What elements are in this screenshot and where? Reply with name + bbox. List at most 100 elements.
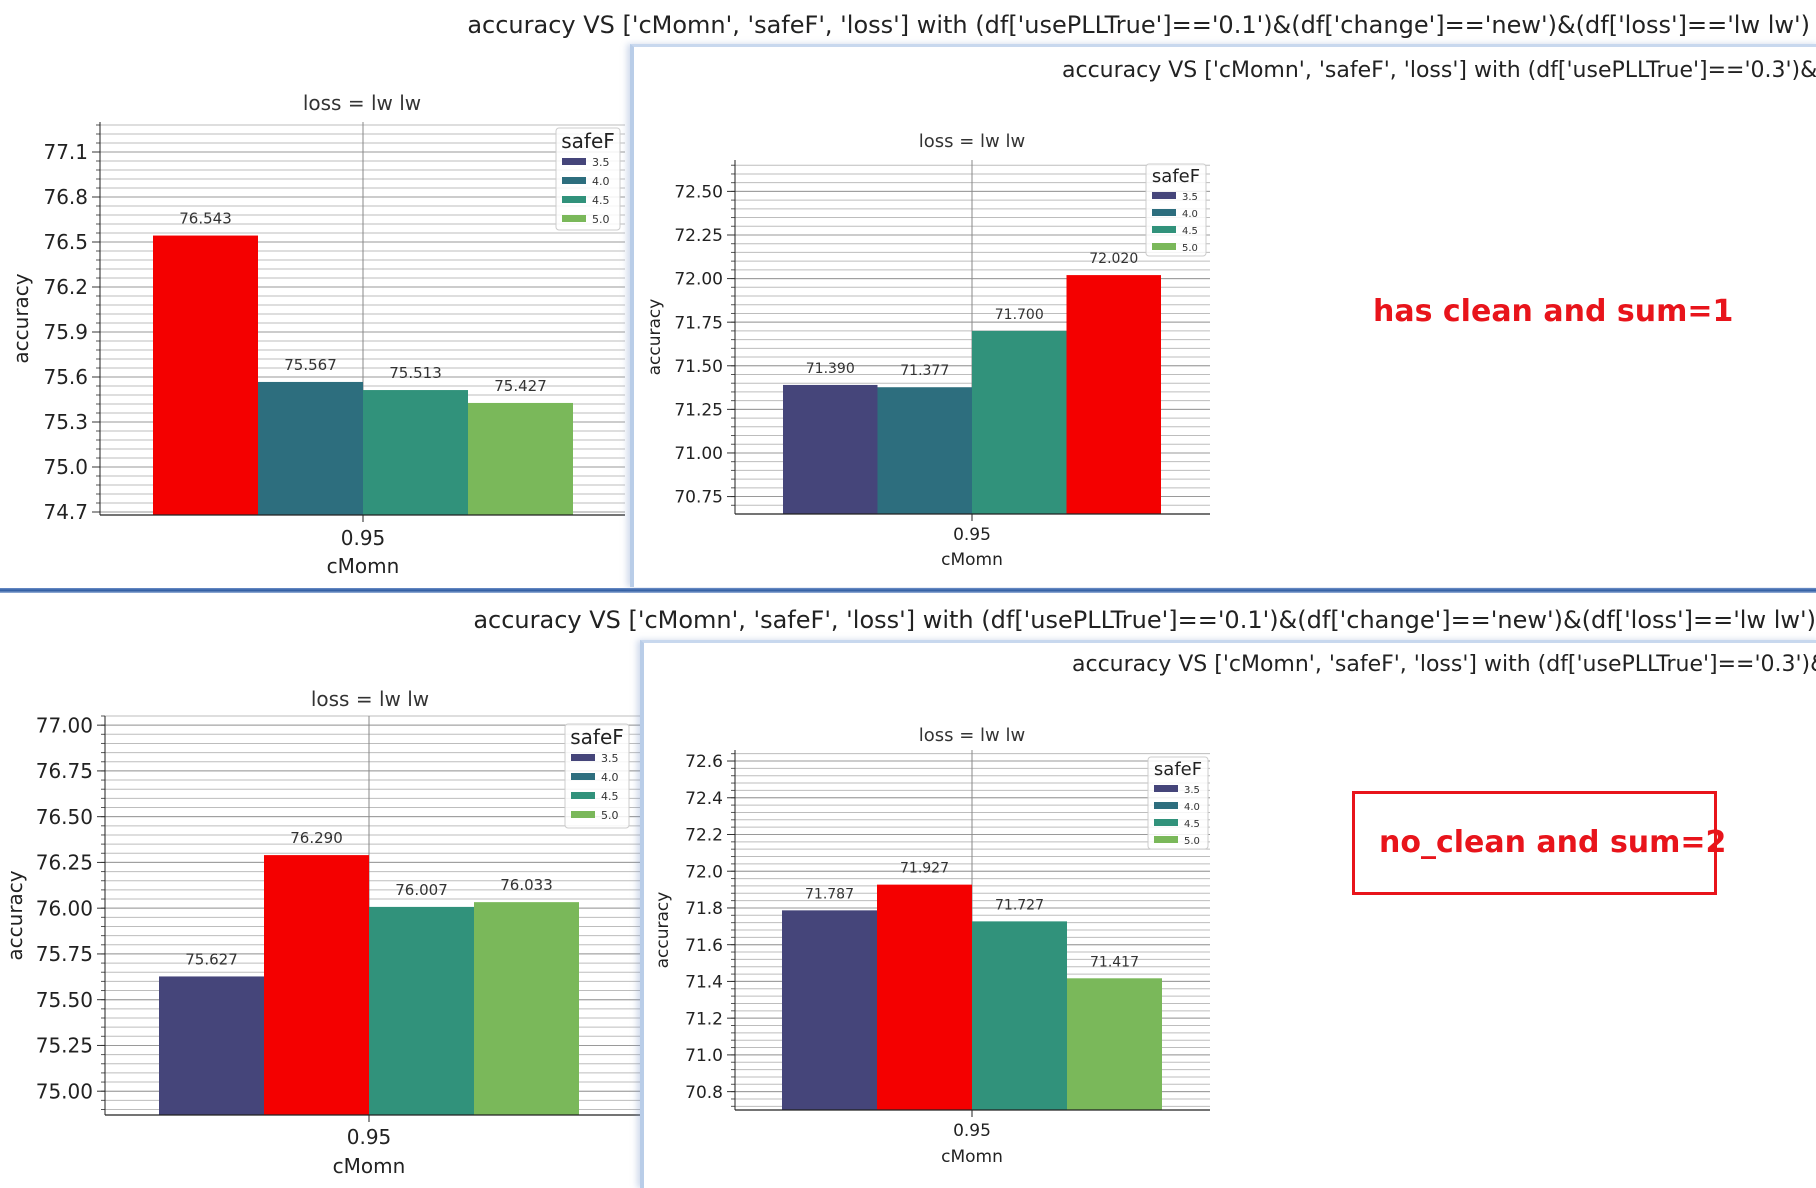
bar-value-label: 71.377 bbox=[900, 363, 949, 379]
bar-safeF-5.0 bbox=[474, 902, 579, 1115]
x-tick-label: 0.95 bbox=[341, 526, 386, 550]
legend-swatch-4.0 bbox=[562, 177, 586, 184]
y-tick-label: 75.25 bbox=[36, 1034, 93, 1058]
y-tick-label: 72.6 bbox=[685, 752, 723, 772]
bar-safeF-3.5 bbox=[153, 235, 258, 516]
y-tick-label: 70.75 bbox=[674, 488, 723, 508]
legend-swatch-4.0 bbox=[571, 773, 595, 780]
y-tick-label: 70.8 bbox=[685, 1083, 723, 1103]
bar-value-label: 76.543 bbox=[179, 210, 232, 228]
y-tick-label: 75.6 bbox=[43, 365, 88, 389]
chart-top-left: accuracy VS ['cMomn', 'safeF', 'loss'] w… bbox=[9, 11, 1810, 578]
x-tick-label: 0.95 bbox=[347, 1125, 392, 1149]
chart-top-right: accuracy VS ['cMomn', 'safeF', 'loss'] w… bbox=[632, 46, 1816, 584]
bar-value-label: 71.700 bbox=[995, 307, 1044, 323]
legend-entry-label: 4.0 bbox=[601, 771, 619, 784]
bar-safeF-4.5 bbox=[972, 330, 1067, 514]
legend-swatch-4.0 bbox=[1152, 209, 1176, 216]
legend-entry-label: 4.0 bbox=[592, 175, 610, 188]
y-tick-label: 71.4 bbox=[685, 973, 723, 993]
annotation-no-clean: no_clean and sum=2 bbox=[1379, 825, 1727, 860]
bar-value-label: 75.513 bbox=[389, 364, 442, 382]
legend-entry-label: 3.5 bbox=[601, 752, 619, 765]
y-tick-label: 71.50 bbox=[674, 357, 723, 377]
y-axis-label: accuracy bbox=[653, 892, 673, 969]
y-tick-label: 75.0 bbox=[43, 455, 88, 479]
legend-entry-label: 4.5 bbox=[592, 194, 610, 207]
y-tick-label: 71.25 bbox=[674, 400, 723, 420]
y-tick-label: 76.25 bbox=[36, 851, 93, 875]
y-tick-label: 77.00 bbox=[36, 713, 93, 737]
bar-safeF-5.0 bbox=[1067, 978, 1162, 1110]
bar-value-label: 71.787 bbox=[805, 886, 854, 902]
bar-value-label: 71.727 bbox=[995, 897, 1044, 913]
legend-swatch-5.0 bbox=[562, 215, 586, 222]
x-axis-label: cMomn bbox=[941, 550, 1003, 570]
legend-entry-label: 5.0 bbox=[601, 809, 619, 822]
y-tick-label: 71.00 bbox=[674, 444, 723, 464]
chart-title: accuracy VS ['cMomn', 'safeF', 'loss'] w… bbox=[467, 11, 1810, 39]
y-tick-label: 76.5 bbox=[43, 230, 88, 254]
y-tick-label: 72.4 bbox=[685, 789, 723, 809]
x-axis-label: cMomn bbox=[941, 1147, 1003, 1167]
bar-value-label: 71.417 bbox=[1090, 954, 1139, 970]
y-tick-label: 77.1 bbox=[43, 140, 88, 164]
legend-swatch-4.5 bbox=[1154, 819, 1178, 826]
bar-value-label: 72.020 bbox=[1089, 251, 1138, 267]
legend-swatch-4.5 bbox=[571, 792, 595, 799]
y-tick-label: 72.2 bbox=[685, 826, 723, 846]
y-tick-label: 76.50 bbox=[36, 805, 93, 829]
legend-swatch-4.5 bbox=[1152, 226, 1176, 233]
legend-entry-label: 5.0 bbox=[592, 213, 610, 226]
legend-title: safeF bbox=[1152, 166, 1200, 187]
bar-value-label: 76.007 bbox=[395, 881, 448, 899]
legend-entry-label: 4.5 bbox=[1184, 819, 1200, 830]
y-tick-label: 71.75 bbox=[674, 313, 723, 333]
legend-entry-label: 4.0 bbox=[1182, 209, 1198, 220]
y-tick-label: 76.8 bbox=[43, 185, 88, 209]
chart-subtitle: loss = lw lw bbox=[303, 91, 421, 115]
bar-value-label: 71.927 bbox=[900, 861, 949, 877]
y-tick-label: 74.7 bbox=[43, 500, 88, 524]
bar-value-label: 75.627 bbox=[185, 950, 238, 968]
annotation-box bbox=[1352, 791, 1717, 895]
bar-safeF-4.5 bbox=[972, 921, 1067, 1110]
bar-safeF-3.5 bbox=[783, 384, 878, 514]
bar-safeF-5.0 bbox=[1066, 275, 1161, 514]
y-tick-label: 75.75 bbox=[36, 942, 93, 966]
y-axis-label: accuracy bbox=[3, 870, 27, 960]
overlay-window-edge-top bbox=[630, 44, 1816, 587]
legend-swatch-3.5 bbox=[562, 158, 586, 165]
y-tick-label: 76.00 bbox=[36, 896, 93, 920]
legend-swatch-5.0 bbox=[571, 811, 595, 818]
bar-value-label: 71.390 bbox=[806, 361, 855, 377]
bar-safeF-4.0 bbox=[258, 381, 363, 515]
legend-title: safeF bbox=[561, 129, 615, 153]
x-tick-label: 0.95 bbox=[953, 1121, 991, 1141]
chart-subtitle: loss = lw lw bbox=[919, 131, 1025, 152]
y-tick-label: 71.8 bbox=[685, 899, 723, 919]
legend-swatch-3.5 bbox=[1154, 785, 1178, 792]
bar-safeF-4.0 bbox=[877, 387, 972, 514]
legend-entry-label: 3.5 bbox=[592, 156, 610, 169]
legend-swatch-4.5 bbox=[562, 196, 586, 203]
chart-title: accuracy VS ['cMomn', 'safeF', 'loss'] w… bbox=[1062, 58, 1816, 83]
chart-title: accuracy VS ['cMomn', 'safeF', 'loss'] w… bbox=[1072, 652, 1816, 677]
y-tick-label: 72.25 bbox=[674, 226, 723, 246]
section-divider bbox=[0, 588, 1816, 593]
legend-entry-label: 3.5 bbox=[1182, 192, 1198, 203]
bar-safeF-4.5 bbox=[363, 390, 468, 515]
bar-value-label: 75.427 bbox=[494, 377, 547, 395]
legend-entry-label: 5.0 bbox=[1182, 243, 1198, 254]
chart-title: accuracy VS ['cMomn', 'safeF', 'loss'] w… bbox=[473, 606, 1816, 634]
legend-swatch-5.0 bbox=[1152, 243, 1176, 250]
x-tick-label: 0.95 bbox=[953, 525, 991, 545]
y-tick-label: 76.75 bbox=[36, 759, 93, 783]
annotation-has-clean: has clean and sum=1 bbox=[1373, 294, 1734, 329]
legend-entry-label: 5.0 bbox=[1184, 836, 1200, 847]
bar-safeF-5.0 bbox=[468, 402, 573, 515]
y-tick-label: 75.9 bbox=[43, 320, 88, 344]
bar-safeF-4.5 bbox=[369, 906, 474, 1115]
y-tick-label: 75.3 bbox=[43, 410, 88, 434]
